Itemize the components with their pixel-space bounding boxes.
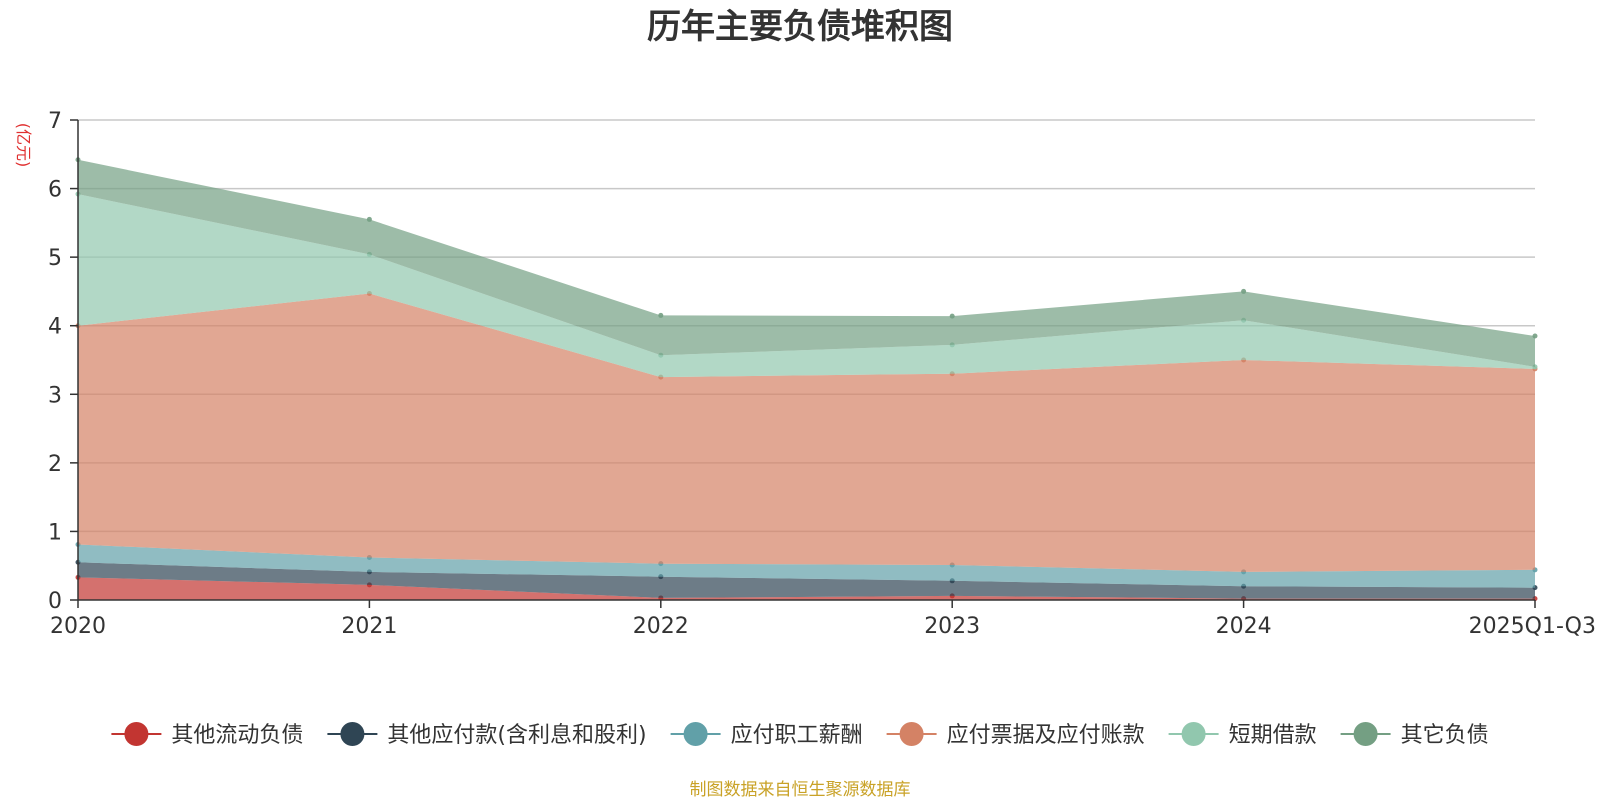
legend-item[interactable]: 其他流动负债 xyxy=(111,722,303,748)
legend-marker-icon xyxy=(1181,722,1206,746)
area-series-3[interactable] xyxy=(78,293,1535,572)
y-tick-label: 5 xyxy=(48,246,62,271)
x-tick-label: 2020 xyxy=(50,614,106,639)
area-series-5[interactable] xyxy=(78,159,1535,367)
x-tick-label: 2021 xyxy=(341,614,397,639)
stacked-areas xyxy=(75,157,1538,602)
y-tick-label: 7 xyxy=(48,109,62,134)
data-point[interactable] xyxy=(658,312,664,318)
legend-label: 应付职工薪酬 xyxy=(731,723,863,748)
x-tick-label: 2022 xyxy=(633,614,689,639)
x-tick-label: 2023 xyxy=(924,614,980,639)
legend-label: 短期借款 xyxy=(1229,723,1317,748)
legend-item[interactable]: 其它负债 xyxy=(1340,722,1489,748)
chart-title: 历年主要负债堆积图 xyxy=(647,7,953,47)
area-series-4[interactable] xyxy=(78,194,1535,378)
legend-item[interactable]: 应付票据及应付账款 xyxy=(886,722,1145,748)
data-point[interactable] xyxy=(1241,288,1247,294)
legend-marker-icon xyxy=(124,722,149,746)
y-tick-label: 0 xyxy=(48,589,62,614)
axes: 2020 2021 2022 2023 2024 2025Q1-Q3 xyxy=(50,119,1596,639)
y-tick-label: 2 xyxy=(48,452,62,477)
data-point[interactable] xyxy=(949,313,955,319)
legend-label: 其他流动负债 xyxy=(171,723,303,748)
y-tick-label: 4 xyxy=(48,315,62,340)
legend[interactable]: 其他流动负债 其他应付款(含利息和股利) 应付职工薪酬 应付票据及应付账款 短期借款 其它… xyxy=(111,722,1489,748)
legend-marker-icon xyxy=(1353,722,1378,746)
data-point[interactable] xyxy=(1532,333,1538,339)
legend-item[interactable]: 短期借款 xyxy=(1168,722,1317,748)
area-series-0[interactable] xyxy=(78,577,1535,600)
legend-label: 其他应付款(含利息和股利) xyxy=(387,723,646,748)
data-point[interactable] xyxy=(366,216,372,222)
legend-marker-icon xyxy=(899,722,924,746)
area-series-2[interactable] xyxy=(78,544,1535,588)
legend-marker-icon xyxy=(340,722,365,746)
y-tick-label: 1 xyxy=(48,520,62,545)
legend-label: 其它负债 xyxy=(1401,723,1489,748)
legend-marker-icon xyxy=(683,722,708,746)
source-note: 制图数据来自恒生聚源数据库 xyxy=(690,780,911,800)
area-series-1[interactable] xyxy=(78,562,1535,599)
legend-item[interactable]: 应付职工薪酬 xyxy=(670,722,863,748)
x-tick-label: 2024 xyxy=(1216,614,1272,639)
legend-item[interactable]: 其他应付款(含利息和股利) xyxy=(327,722,647,748)
y-tick-label: 3 xyxy=(48,383,62,408)
y-axis-unit-label: (亿元) xyxy=(14,123,33,168)
legend-label: 应付票据及应付账款 xyxy=(947,723,1145,748)
x-tick-label: 2025Q1-Q3 xyxy=(1469,614,1596,639)
y-tick-label: 6 xyxy=(48,178,62,203)
